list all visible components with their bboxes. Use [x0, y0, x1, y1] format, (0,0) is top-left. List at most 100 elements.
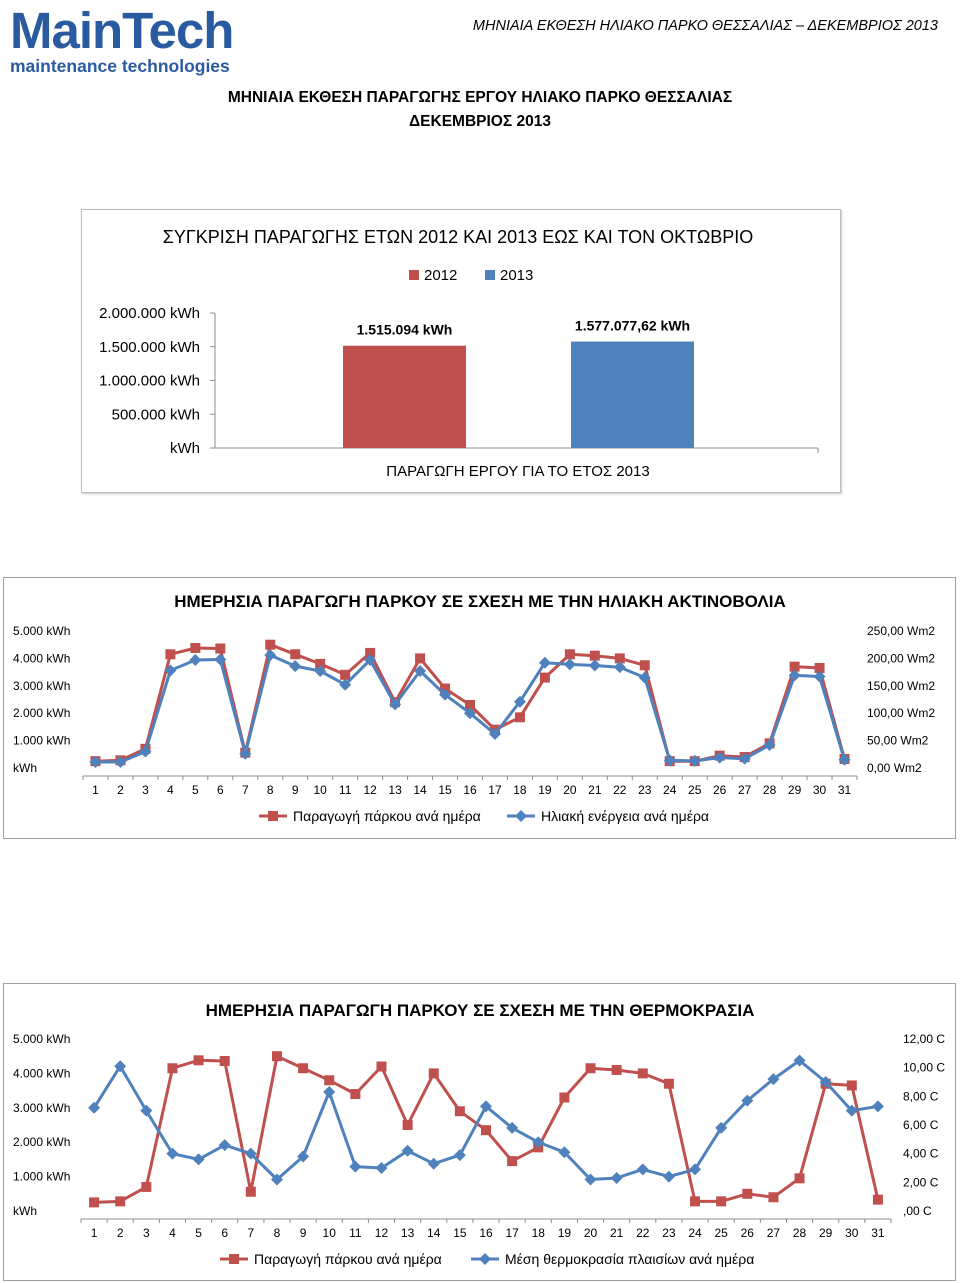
data-point-production: [507, 1156, 518, 1167]
x-tick-label: 8: [267, 783, 274, 797]
x-tick-label: 5: [192, 783, 199, 797]
data-point-production: [611, 1064, 622, 1075]
data-point-temperature: [819, 1076, 832, 1088]
x-tick-label: 19: [558, 1226, 572, 1240]
x-tick-label: 28: [793, 1226, 807, 1240]
data-point-temperature: [506, 1121, 519, 1134]
data-label-2012: 1.515.094 kWh: [357, 322, 453, 338]
data-point-production: [585, 1063, 596, 1074]
data-point-production: [350, 1089, 361, 1100]
data-point-production: [115, 1196, 126, 1207]
x-tick-label: 3: [142, 783, 149, 797]
data-point-production: [376, 1061, 387, 1072]
y-right-tick-label: 12,00 C: [903, 1032, 945, 1046]
data-point-production: [589, 650, 600, 661]
y-left-tick-label: 4.000 kWh: [13, 1066, 70, 1080]
x-tick-label: 18: [513, 783, 527, 797]
radiation-chart: ΗΜΕΡΗΣΙΑ ΠΑΡΑΓΩΓΗ ΠΑΡΚΟΥ ΣΕ ΣΧΕΣΗ ΜΕ ΤΗΝ…: [3, 577, 956, 839]
data-point-production: [872, 1194, 883, 1205]
data-point-production: [265, 639, 276, 650]
data-point-radiation: [663, 754, 676, 767]
data-point-production: [89, 1197, 100, 1208]
data-point-temperature: [532, 1136, 545, 1149]
data-point-temperature: [845, 1104, 858, 1117]
report-header-label: ΜΗΝΙΑΙΑ ΕΚΘΕΣΗ ΗΛΙΑΚΟ ΠΑΡΚΟ ΘΕΣΣΑΛΙΑΣ – …: [472, 18, 938, 34]
y-tick-label: 1.500.000 kWh: [99, 339, 200, 356]
x-tick-label: 17: [505, 1226, 519, 1240]
x-tick-label: 17: [488, 783, 502, 797]
data-point-radiation: [214, 653, 227, 666]
data-point-production: [639, 660, 650, 671]
data-point-temperature: [140, 1104, 153, 1117]
x-tick-label: 25: [714, 1226, 728, 1240]
data-point-temperature: [689, 1163, 702, 1176]
data-point-production: [193, 1055, 204, 1066]
data-point-radiation: [688, 754, 701, 767]
legend-swatch-2013: [485, 270, 495, 280]
x-tick-label: 1: [92, 783, 99, 797]
y-right-tick-label: 150,00 Wm2: [867, 679, 935, 693]
data-point-temperature: [427, 1157, 440, 1170]
chart-title: ΗΜΕΡΗΣΙΑ ΠΑΡΑΓΩΓΗ ΠΑΡΚΟΥ ΣΕ ΣΧΕΣΗ ΜΕ ΤΗΝ…: [206, 1001, 755, 1020]
chart-title: ΗΜΕΡΗΣΙΑ ΠΑΡΑΓΩΓΗ ΠΑΡΚΟΥ ΣΕ ΣΧΕΣΗ ΜΕ ΤΗΝ…: [174, 592, 786, 611]
data-point-production: [141, 1181, 152, 1192]
legend-label-2: Ηλιακή ενέργεια ανά ημέρα: [541, 808, 709, 824]
data-point-temperature: [453, 1149, 466, 1162]
data-point-production: [814, 662, 825, 673]
document-title: ΜΗΝΙΑΙΑ ΕΚΘΕΣΗ ΠΑΡΑΓΩΓΗΣ ΕΡΓΟΥ ΗΛΙΑΚΟ ΠΑ…: [227, 89, 733, 106]
data-point-radiation: [389, 698, 402, 711]
x-tick-label: 27: [767, 1226, 781, 1240]
x-tick-label: 31: [871, 1226, 885, 1240]
legend-label-1: Παραγωγή πάρκου ανά ημέρα: [254, 1251, 442, 1267]
x-tick-label: 9: [300, 1226, 307, 1240]
data-point-temperature: [767, 1073, 780, 1086]
data-point-radiation: [164, 664, 177, 677]
data-label-2013: 1.577.077,62 kWh: [575, 318, 690, 334]
data-point-production: [454, 1106, 465, 1117]
data-point-production: [716, 1196, 727, 1207]
data-point-production: [428, 1068, 439, 1079]
data-point-radiation: [513, 695, 526, 708]
x-tick-label: 4: [167, 783, 174, 797]
x-tick-label: 30: [813, 783, 827, 797]
y-left-tick-label: 1.000 kWh: [13, 1170, 70, 1184]
chart-title: ΣΥΓΚΡΙΣΗ ΠΑΡΑΓΩΓΗΣ ΕΤΩΝ 2012 ΚΑΙ 2013 ΕΩ…: [163, 227, 754, 247]
data-point-production: [219, 1056, 230, 1067]
data-point-radiation: [339, 678, 352, 691]
x-tick-label: 19: [538, 783, 552, 797]
x-tick-label: 10: [323, 1226, 337, 1240]
y-left-tick-label: kWh: [13, 1204, 37, 1218]
y-tick-label: 1.000.000 kWh: [99, 373, 200, 390]
legend-marker-1: [268, 811, 278, 821]
data-point-production: [290, 649, 301, 660]
x-tick-label: 15: [453, 1226, 467, 1240]
x-tick-label: 11: [339, 783, 352, 797]
data-point-radiation: [613, 661, 626, 674]
data-point-radiation: [488, 728, 501, 741]
data-point-radiation: [763, 738, 776, 751]
data-point-production: [440, 683, 451, 694]
x-tick-label: 22: [636, 1226, 650, 1240]
data-point-radiation: [788, 669, 801, 682]
y-left-tick-label: 2.000 kWh: [13, 1135, 70, 1149]
y-right-tick-label: 4,00 C: [903, 1147, 939, 1161]
legend-swatch-2012: [409, 270, 419, 280]
legend-label-2: Μέση θερμοκρασία πλαισίων ανά ημέρα: [505, 1251, 754, 1267]
x-tick-label: 6: [221, 1226, 228, 1240]
data-point-temperature: [584, 1173, 597, 1186]
x-tick-label: 30: [845, 1226, 859, 1240]
legend-marker-2: [515, 810, 527, 822]
data-point-radiation: [838, 753, 851, 766]
data-point-radiation: [89, 755, 102, 768]
x-tick-label: 27: [738, 783, 752, 797]
y-right-tick-label: 6,00 C: [903, 1118, 939, 1132]
y-tick-label: 2.000.000 kWh: [99, 305, 200, 322]
x-tick-label: 31: [838, 783, 852, 797]
data-point-production: [539, 672, 550, 683]
x-tick-label: 14: [427, 1226, 441, 1240]
data-point-temperature: [270, 1173, 283, 1186]
data-point-production: [465, 699, 475, 710]
x-tick-label: 20: [563, 783, 577, 797]
data-point-production: [402, 1120, 413, 1130]
data-point-production: [215, 643, 226, 654]
